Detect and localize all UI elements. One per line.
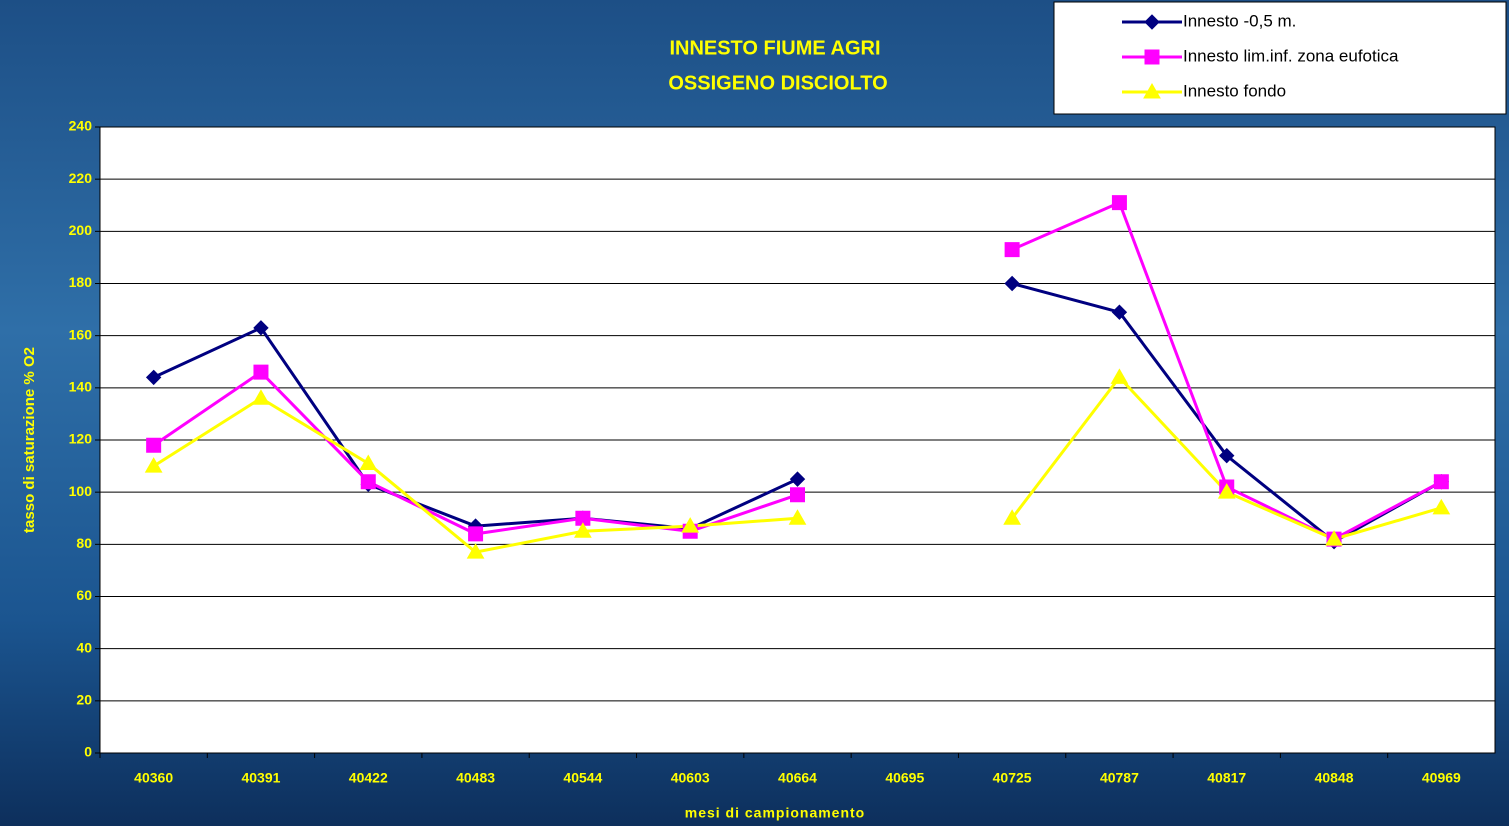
marker [790, 487, 805, 503]
y-tick-label: 80 [76, 535, 92, 551]
marker [359, 454, 378, 470]
marker [146, 437, 162, 453]
marker [1003, 509, 1021, 525]
marker [1111, 304, 1128, 320]
marker [788, 509, 807, 525]
x-tick-label: 40817 [1207, 770, 1246, 786]
marker [1325, 530, 1343, 546]
y-tick-label: 120 [69, 431, 93, 447]
marker [468, 526, 484, 542]
marker [1433, 474, 1449, 490]
y-tick-label: 140 [69, 379, 93, 395]
x-tick-label: 40483 [456, 770, 495, 786]
y-tick-label: 100 [69, 483, 93, 499]
marker [253, 364, 269, 380]
x-tick-label: 40664 [778, 770, 817, 786]
marker [1110, 368, 1129, 384]
chart-title: OSSIGENO DISCIOLTO [668, 72, 887, 94]
x-tick-label: 40695 [885, 770, 924, 786]
x-tick-label: 40391 [241, 770, 280, 786]
legend-label: Innesto lim.inf. zona eufotica [1183, 46, 1399, 65]
x-tick-label: 40848 [1315, 770, 1354, 786]
y-tick-label: 240 [69, 118, 93, 134]
marker [1111, 195, 1127, 211]
y-tick-label: 180 [69, 274, 93, 290]
marker [789, 471, 806, 487]
x-tick-label: 40360 [134, 770, 173, 786]
marker [1004, 242, 1020, 258]
x-tick-label: 40969 [1422, 770, 1461, 786]
y-tick-label: 0 [84, 744, 92, 760]
marker [574, 522, 592, 538]
x-tick-label: 40422 [349, 770, 388, 786]
marker [1143, 82, 1161, 99]
legend-label: Innesto fondo [1183, 81, 1286, 100]
y-tick-label: 20 [76, 692, 92, 708]
marker [681, 517, 700, 533]
marker [1144, 49, 1160, 65]
y-tick-label: 220 [69, 170, 93, 186]
marker [145, 369, 162, 386]
marker [1004, 275, 1020, 292]
marker [575, 510, 591, 526]
x-tick-label: 40603 [671, 770, 710, 786]
y-tick-label: 200 [69, 222, 93, 238]
marker [252, 389, 270, 405]
marker [144, 457, 163, 473]
x-tick-label: 40544 [563, 770, 602, 786]
marker [253, 320, 269, 336]
y-tick-label: 40 [76, 639, 92, 655]
x-tick-label: 40787 [1100, 770, 1139, 786]
marker [1432, 498, 1451, 515]
chart-title: INNESTO FIUME AGRI [669, 37, 880, 59]
legend-label: Innesto -0,5 m. [1183, 11, 1296, 30]
x-axis-label: mesi di campionamento [685, 805, 865, 821]
x-tick-label: 40725 [993, 770, 1032, 786]
marker [360, 474, 376, 490]
y-axis-label: tasso di saturazione % O2 [21, 347, 38, 533]
marker [466, 543, 485, 559]
y-tick-label: 160 [69, 326, 93, 342]
y-tick-label: 60 [76, 587, 92, 603]
marker [1217, 483, 1236, 499]
marker [1144, 14, 1160, 30]
marker [1219, 447, 1235, 464]
